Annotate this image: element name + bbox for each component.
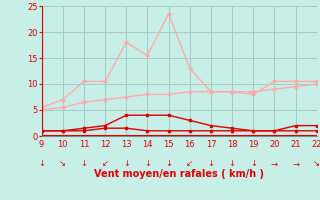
- Text: ↓: ↓: [250, 159, 257, 168]
- Text: ↓: ↓: [207, 159, 214, 168]
- Text: →: →: [271, 159, 278, 168]
- Text: ↓: ↓: [38, 159, 45, 168]
- Text: ↘: ↘: [59, 159, 66, 168]
- Text: ↓: ↓: [165, 159, 172, 168]
- Text: ↙: ↙: [186, 159, 193, 168]
- Text: ↓: ↓: [123, 159, 130, 168]
- Text: ↓: ↓: [228, 159, 236, 168]
- Text: ↘: ↘: [313, 159, 320, 168]
- Text: ↙: ↙: [102, 159, 108, 168]
- X-axis label: Vent moyen/en rafales ( km/h ): Vent moyen/en rafales ( km/h ): [94, 169, 264, 179]
- Text: →: →: [292, 159, 299, 168]
- Text: ↓: ↓: [80, 159, 87, 168]
- Text: ↓: ↓: [144, 159, 151, 168]
